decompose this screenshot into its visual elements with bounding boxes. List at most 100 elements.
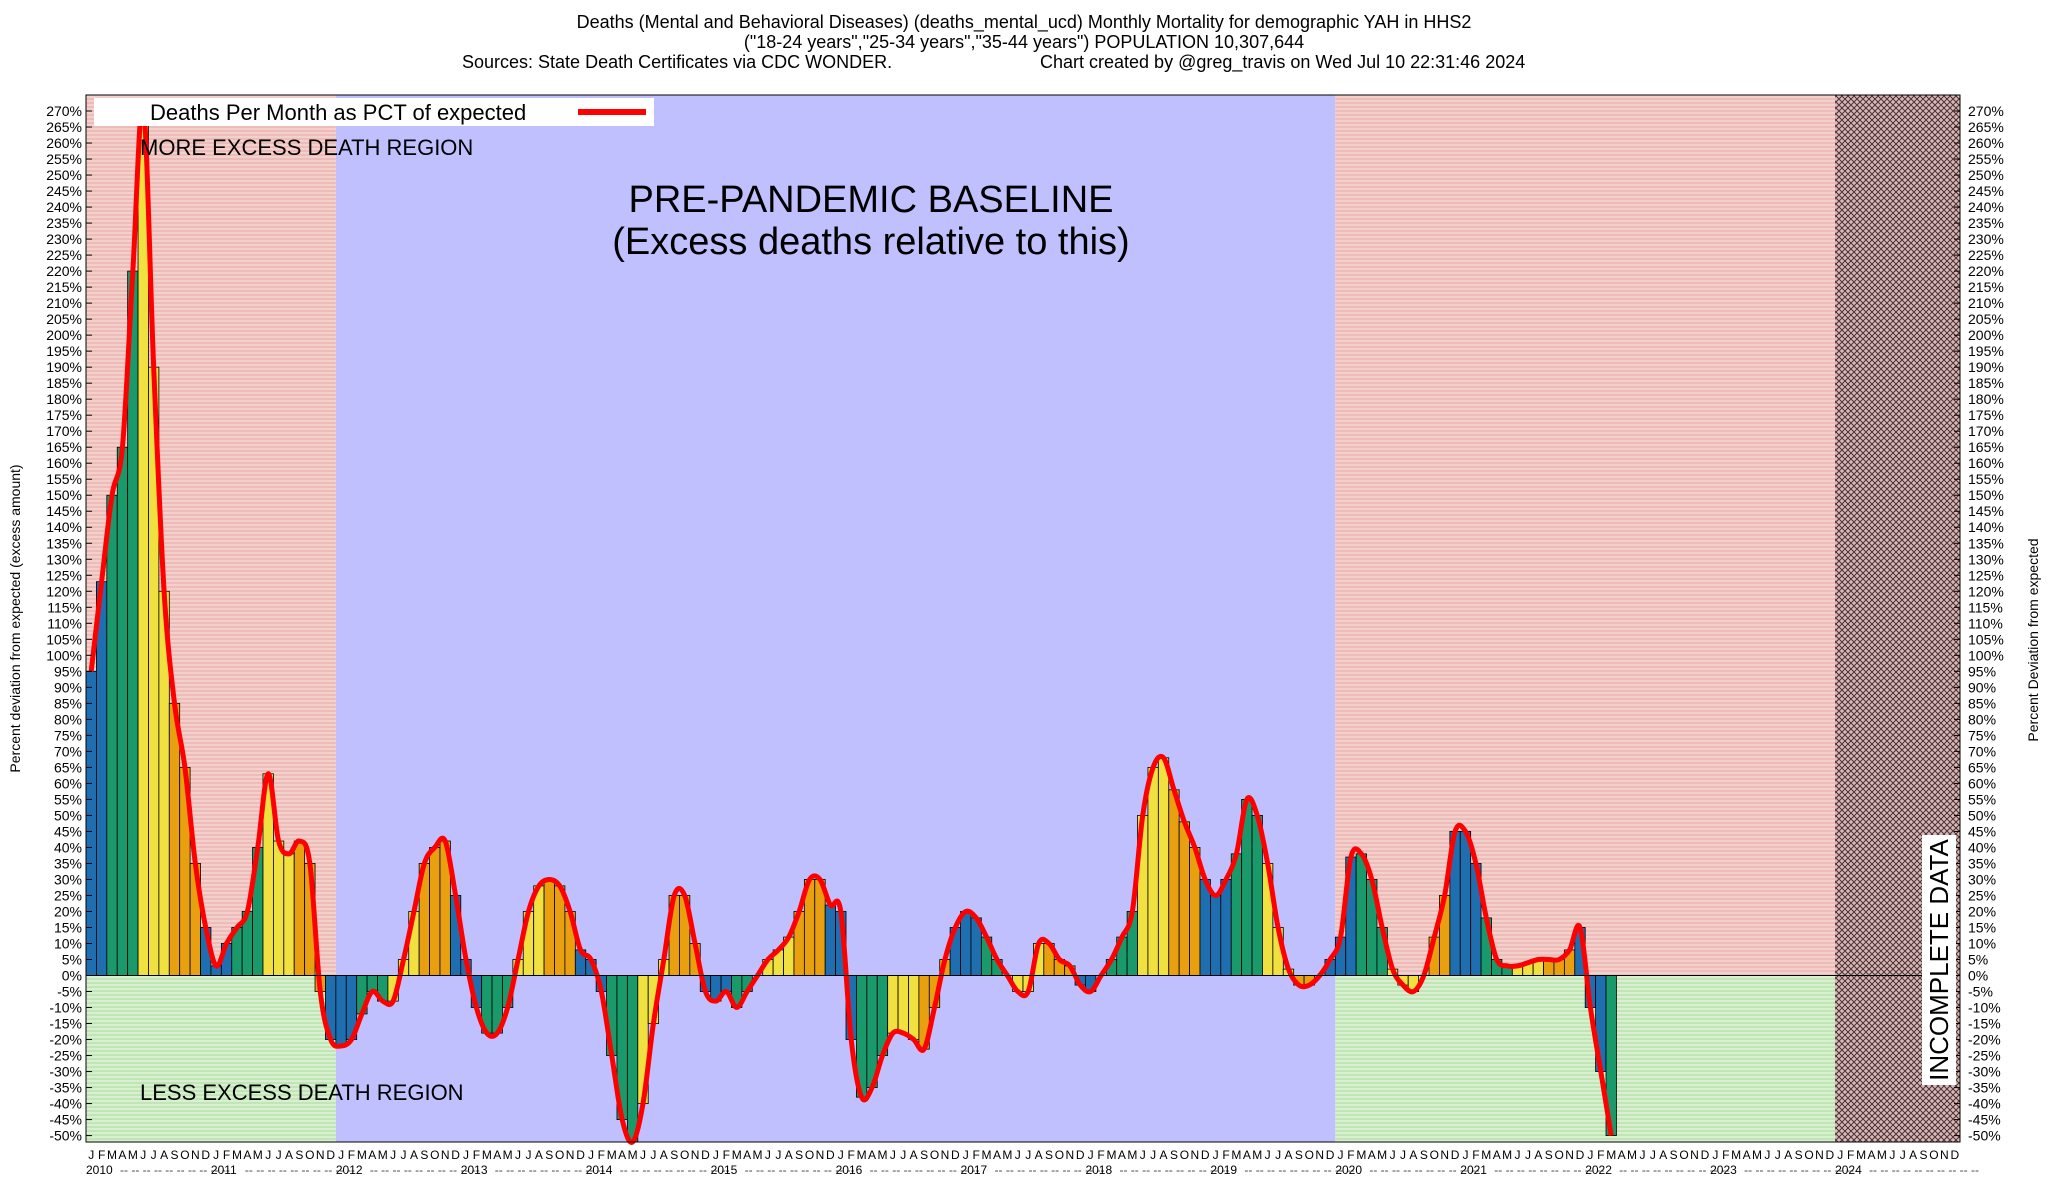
x-month-label: S [545, 1148, 553, 1162]
x-month-label: J [1837, 1148, 1843, 1162]
x-month-label: F [848, 1148, 855, 1162]
x-month-label: A [660, 1148, 668, 1162]
y-tick-label-left: 265% [46, 119, 82, 135]
data-bar [626, 975, 639, 1143]
annotation-baseline-title: PRE-PANDEMIC BASELINE [629, 179, 1114, 221]
data-bar [960, 911, 972, 976]
data-bar [1210, 895, 1222, 976]
y-tick-label-left: 255% [46, 151, 82, 167]
x-year-dashes: -- -- -- -- -- -- -- -- -- -- [1119, 1163, 1229, 1177]
y-tick-label-right: -45% [1968, 1112, 2001, 1128]
y-tick-label-left: 185% [46, 375, 82, 391]
x-month-label: J [1213, 1148, 1219, 1162]
x-year-label: 2014 [586, 1163, 613, 1177]
y-tick-label-right: 190% [1968, 359, 2004, 375]
x-month-label: M [378, 1148, 388, 1162]
legend-box [94, 98, 654, 126]
x-month-label: D [451, 1148, 460, 1162]
x-month-label: M [1106, 1148, 1116, 1162]
y-tick-label-left: 115% [47, 599, 82, 615]
y-tick-label-right: 215% [1968, 279, 2004, 295]
legend-label: Deaths Per Month as PCT of expected [150, 100, 526, 125]
x-year-label: 2019 [1210, 1163, 1237, 1177]
data-bar [1178, 821, 1190, 976]
y-tick-label-right: 15% [1968, 919, 1996, 935]
x-month-label: J [588, 1148, 594, 1162]
data-bar [908, 975, 920, 1040]
data-bar [897, 975, 909, 1034]
y-tick-label-left: 40% [54, 839, 82, 855]
y-tick-label-right: 25% [1968, 887, 1996, 903]
x-month-label: O [1679, 1148, 1688, 1162]
y-tick-label-right: 60% [1968, 775, 1996, 791]
data-bar [887, 975, 899, 1034]
y-tick-label-left: 245% [46, 183, 82, 199]
x-month-label: A [285, 1148, 293, 1162]
incomplete-label-bg [1922, 835, 1956, 1085]
y-tick-label-left: -15% [49, 1016, 82, 1032]
x-month-label: O [1180, 1148, 1189, 1162]
y-tick-label-left: 210% [46, 295, 82, 311]
y-tick-label-right: 230% [1968, 231, 2004, 247]
x-month-label: A [493, 1148, 501, 1162]
x-year-label: 2022 [1585, 1163, 1612, 1177]
x-month-label: M [107, 1148, 117, 1162]
x-month-label: O [1055, 1148, 1064, 1162]
x-month-label: J [1462, 1148, 1468, 1162]
y-tick-label-left: -50% [49, 1128, 82, 1144]
x-year-dashes: -- -- -- -- -- -- -- -- -- -- [1744, 1163, 1854, 1177]
x-month-label: O [1929, 1148, 1938, 1162]
y-tick-label-right: 255% [1968, 151, 2004, 167]
y-tick-label-left: 70% [54, 743, 82, 759]
x-month-label: F [1597, 1148, 1604, 1162]
x-month-label: A [910, 1148, 918, 1162]
x-month-label: N [566, 1148, 575, 1162]
x-month-label: M [1627, 1148, 1637, 1162]
x-year-dashes: -- -- -- -- -- -- -- -- -- -- [495, 1163, 605, 1177]
y-tick-label-left: 145% [46, 503, 82, 519]
less-excess-region [86, 975, 336, 1142]
x-year-dashes: -- -- -- -- -- -- -- -- -- -- [1369, 1163, 1479, 1177]
x-month-label: A [1284, 1148, 1292, 1162]
x-month-label: N [691, 1148, 700, 1162]
y-tick-label-right: 180% [1968, 391, 2004, 407]
chart-title-line1: Deaths (Mental and Behavioral Diseases) … [576, 12, 1472, 32]
plot-border [85, 94, 1961, 1143]
x-month-label: O [555, 1148, 564, 1162]
x-month-label: A [1409, 1148, 1417, 1162]
y-tick-label-left: 200% [46, 327, 82, 343]
x-month-label: S [1920, 1148, 1928, 1162]
y-tick-label-right: 125% [1968, 567, 2004, 583]
y-tick-label-right: -5% [1968, 984, 1993, 1000]
x-month-label: A [743, 1148, 751, 1162]
x-year-dashes: -- -- -- -- -- -- -- -- -- -- [620, 1163, 730, 1177]
x-month-label: J [1900, 1148, 1906, 1162]
x-month-label: D [826, 1148, 835, 1162]
x-year-dashes: -- -- -- -- -- -- -- -- -- -- [1244, 1163, 1354, 1177]
x-month-label: N [1066, 1148, 1075, 1162]
x-month-label: M [1502, 1148, 1512, 1162]
x-month-label: M [1002, 1148, 1012, 1162]
x-month-label: A [243, 1148, 251, 1162]
y-tick-label-right: 100% [1968, 647, 2004, 663]
y-tick-label-right: 160% [1968, 455, 2004, 471]
x-month-label: J [650, 1148, 656, 1162]
x-month-label: J [1140, 1148, 1146, 1162]
x-month-label: O [805, 1148, 814, 1162]
y-tick-label-left: 95% [54, 663, 82, 679]
y-tick-label-right: 70% [1968, 743, 1996, 759]
y-tick-label-right: 235% [1968, 215, 2004, 231]
x-month-label: A [1160, 1148, 1168, 1162]
y-tick-label-left: 30% [54, 871, 82, 887]
x-month-label: S [1045, 1148, 1053, 1162]
y-tick-label-right: 185% [1968, 375, 2004, 391]
x-month-label: S [420, 1148, 428, 1162]
x-month-label: J [88, 1148, 94, 1162]
x-month-label: M [503, 1148, 513, 1162]
y-tick-label-right: 120% [1968, 583, 2004, 599]
x-month-label: M [482, 1148, 492, 1162]
y-tick-label-right: 10% [1968, 935, 1996, 951]
y-tick-label-right: 240% [1968, 199, 2004, 215]
x-month-label: D [1326, 1148, 1335, 1162]
x-month-label: D [1201, 1148, 1210, 1162]
